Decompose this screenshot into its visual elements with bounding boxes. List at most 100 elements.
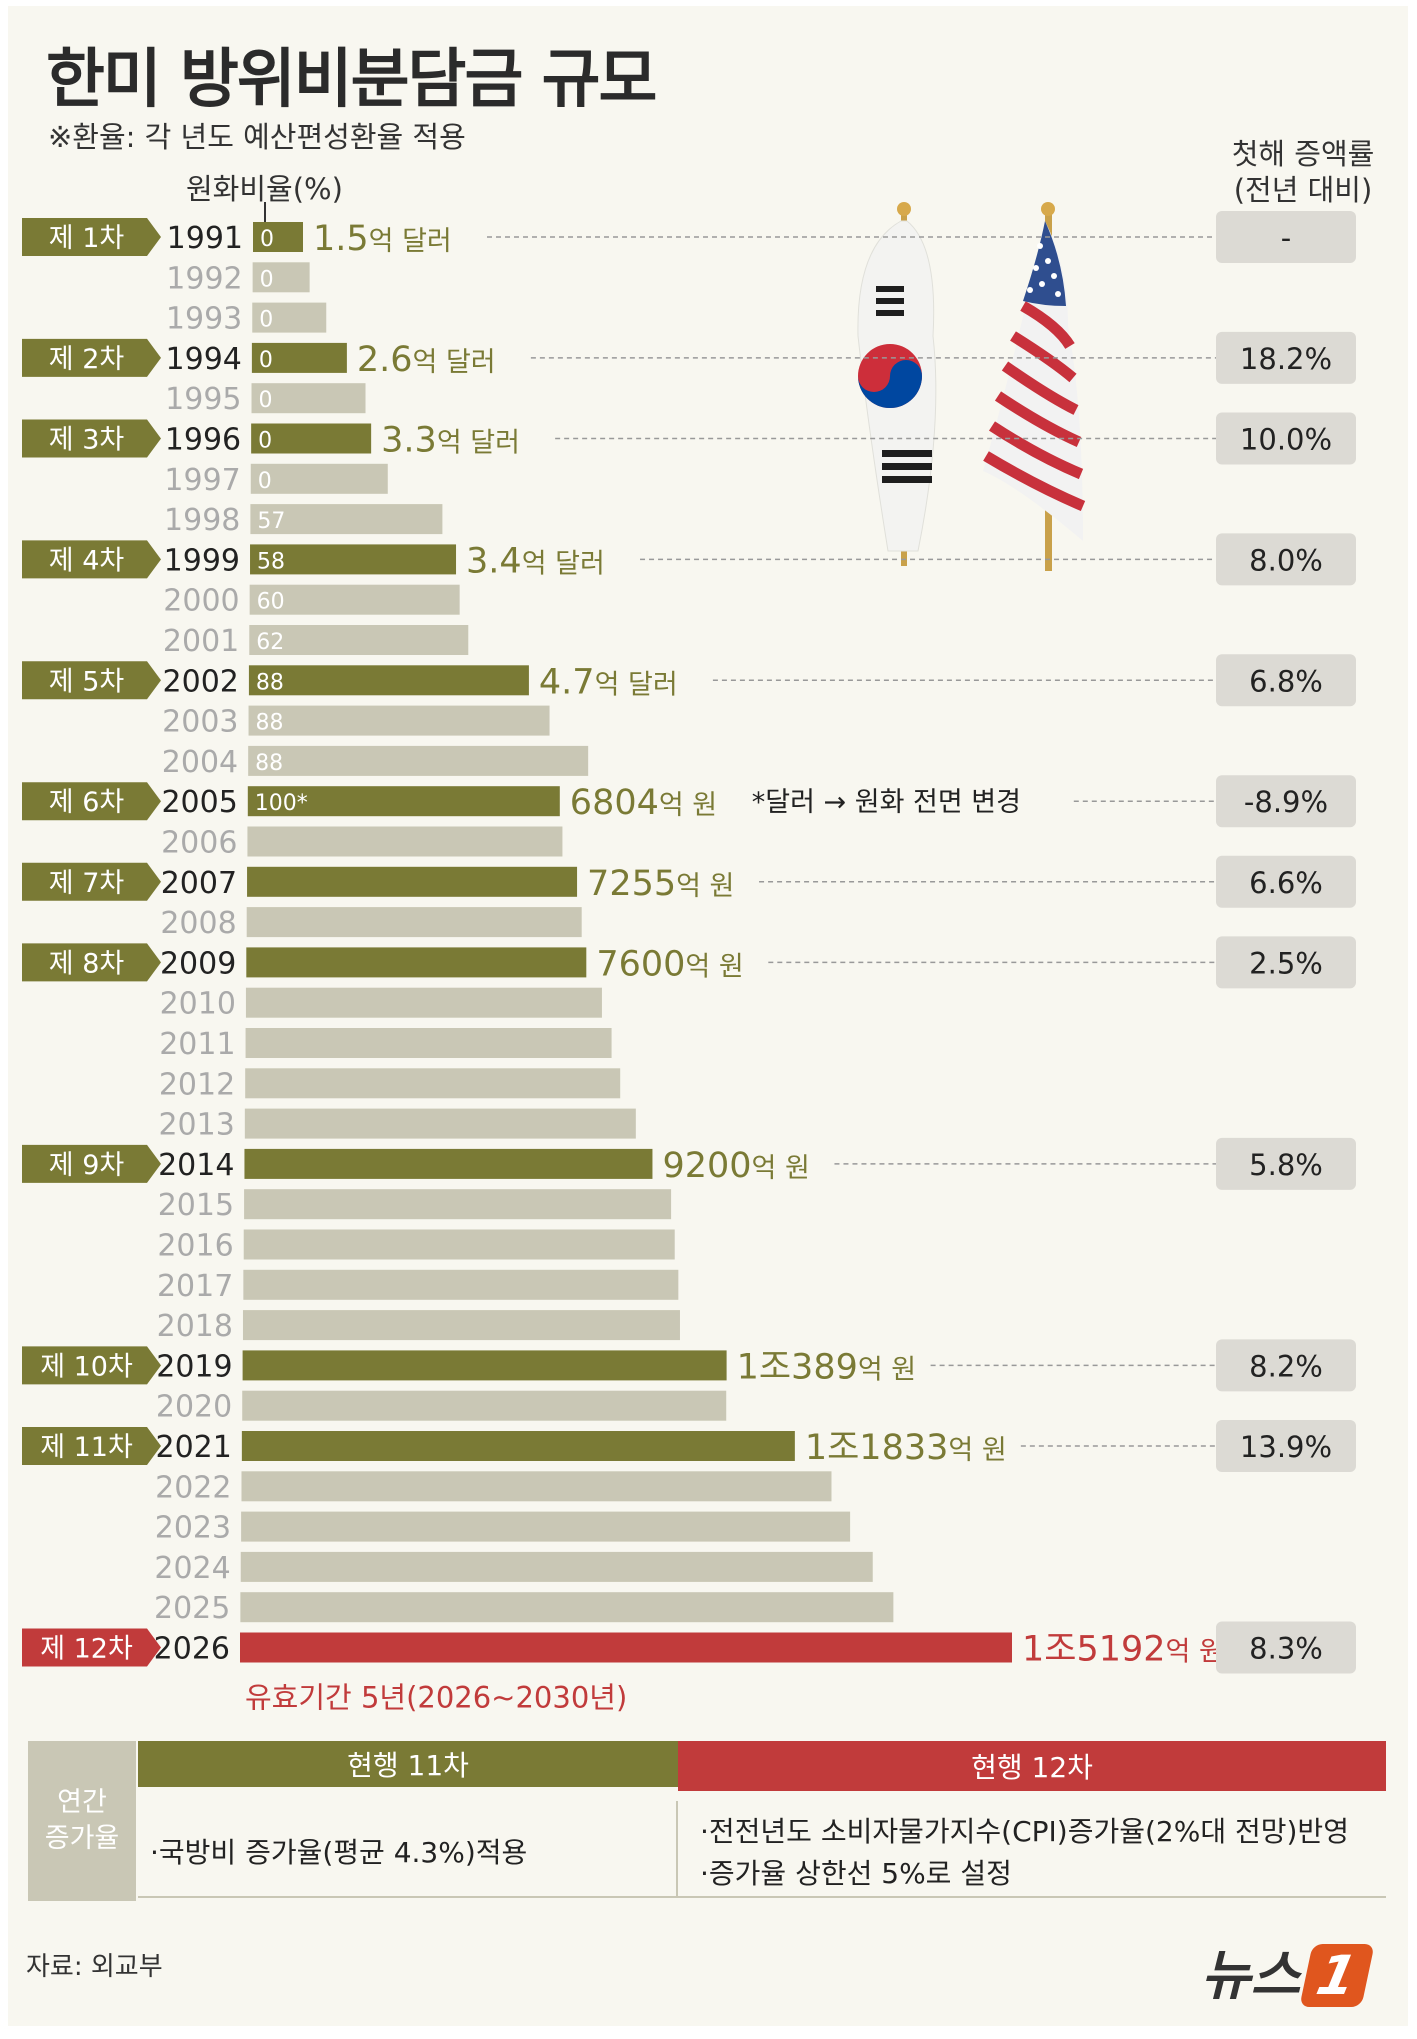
year-label-2024: 2024 (154, 1551, 230, 1586)
year-label-2023: 2023 (155, 1511, 231, 1546)
amount-label-1996: 3.3억 달러 (381, 421, 520, 461)
agreement-badge-2009 (22, 943, 161, 982)
amount-unit-1991: 억 달러 (369, 226, 452, 257)
amount-value-2019: 1조389 (737, 1347, 858, 1387)
year-label-2017: 2017 (157, 1269, 233, 1304)
bar-2007 (247, 866, 578, 897)
amount-unit-2026: 억 원 (1166, 1637, 1224, 1668)
won-ratio-1992: 0 (260, 267, 274, 292)
year-label-2000: 2000 (163, 584, 239, 619)
increase-box-2007 (1216, 855, 1356, 908)
flags-illustration (857, 202, 1086, 571)
bar-2001 (249, 625, 469, 655)
year-label-2020: 2020 (156, 1390, 232, 1425)
amount-label-2007: 7255억 원 (587, 864, 734, 904)
agreement-label-2021: 제 11차 (40, 1432, 133, 1463)
bar-2009 (246, 947, 587, 978)
bar-1999 (250, 544, 457, 575)
increase-header-line2: (전년 대비) (1233, 173, 1373, 207)
bar-2010 (245, 987, 602, 1018)
year-label-2019: 2019 (156, 1349, 232, 1384)
won-ratio-1999: 58 (257, 549, 285, 574)
stars-icon (1027, 243, 1061, 297)
amount-unit-2002: 억 달러 (595, 669, 678, 700)
won-ratio-1995: 0 (259, 388, 273, 413)
won-ratio-2004: 88 (255, 751, 283, 776)
taegeuk-blue-icon (858, 360, 922, 408)
bar-1993 (252, 302, 327, 333)
increase-box-1996 (1216, 412, 1356, 465)
bar-2018 (242, 1310, 680, 1341)
amount-label-1999: 3.4억 달러 (466, 541, 605, 581)
agreement-badge-2019 (22, 1346, 161, 1385)
won-ratio-2003: 88 (256, 711, 284, 736)
agreement-badge-1996 (22, 419, 161, 458)
won-ratio-2002: 88 (256, 670, 284, 695)
year-label-2022: 2022 (155, 1470, 231, 1505)
bar-1991 (253, 222, 303, 252)
amount-value-2007: 7255 (587, 864, 676, 904)
agreement-label-2026: 제 12차 (40, 1634, 133, 1665)
year-label-2007: 2007 (161, 866, 237, 901)
agreement-label-1999: 제 4차 (49, 545, 125, 576)
bar-1992 (252, 262, 310, 293)
rule-12th-cap: ·증가율 상한선 5%로 설정 (700, 1857, 1012, 1890)
annual-increase-table: 연간 증가율 현행 11차 현행 12차 ·국방비 증가율(평균 4.3%)적용 … (28, 1741, 1386, 1901)
agreement-label-2005: 제 6차 (49, 787, 125, 818)
increase-value-2014: 5.8% (1249, 1148, 1323, 1182)
year-label-2014: 2014 (158, 1148, 234, 1183)
year-label-2003: 2003 (162, 705, 238, 740)
won-ratio-1993: 0 (259, 308, 273, 333)
amount-unit-1996: 억 달러 (437, 428, 520, 459)
won-ratio-1991: 0 (260, 227, 274, 252)
increase-value-2007: 6.6% (1249, 866, 1323, 900)
bar-1998 (250, 504, 443, 535)
amount-unit-2005: 억 원 (659, 790, 717, 821)
year-label-2006: 2006 (161, 826, 237, 861)
year-label-2012: 2012 (159, 1067, 235, 1102)
year-label-2009: 2009 (160, 946, 236, 981)
amount-unit-2019: 억 원 (858, 1354, 916, 1385)
won-ratio-1994: 0 (259, 348, 273, 373)
year-label-2008: 2008 (160, 906, 236, 941)
increase-header: 첫해 증액률 (전년 대비) (1218, 136, 1388, 208)
bar-2019 (242, 1350, 727, 1381)
bar-1994 (251, 342, 347, 373)
increase-box-2019 (1216, 1339, 1356, 1392)
increase-value-2019: 8.2% (1249, 1349, 1323, 1383)
year-label-2016: 2016 (157, 1229, 233, 1264)
amount-value-1996: 3.3 (381, 421, 437, 461)
column-header-11th: 현행 11차 (138, 1741, 678, 1787)
agreement-label-2009: 제 8차 (49, 948, 125, 979)
amount-label-2021: 1조1833억 원 (805, 1428, 1007, 1468)
table-label-line2: 증가율 (44, 1823, 120, 1854)
bar-2008 (246, 907, 582, 938)
increase-value-2005: -8.9% (1244, 785, 1328, 819)
bar-2023 (241, 1511, 851, 1542)
bar-2017 (243, 1269, 679, 1300)
us-flag-cloth (983, 221, 1086, 541)
amount-value-2009: 7600 (596, 944, 685, 984)
increase-value-2021: 13.9% (1240, 1430, 1332, 1464)
amount-label-2009: 7600억 원 (596, 944, 743, 984)
amount-unit-1994: 억 달러 (413, 347, 496, 378)
increase-box-2002 (1216, 654, 1356, 707)
amount-value-1994: 2.6 (357, 340, 413, 380)
agreement-badge-2026 (22, 1628, 161, 1667)
table-label-line1: 연간 (57, 1787, 107, 1818)
amount-label-2019: 1조389억 원 (737, 1347, 917, 1387)
amount-value-1999: 3.4 (466, 541, 522, 581)
amount-label-1994: 2.6억 달러 (357, 340, 496, 380)
increase-value-1999: 8.0% (1249, 543, 1323, 577)
year-label-2002: 2002 (163, 664, 239, 699)
korea-pole-top (897, 202, 911, 216)
increase-box-1991 (1216, 211, 1356, 263)
increase-box-2009 (1216, 936, 1356, 989)
year-label-2015: 2015 (158, 1188, 234, 1223)
bar-1995 (251, 383, 366, 414)
bar-2024 (240, 1551, 873, 1582)
amount-label-2002: 4.7억 달러 (539, 662, 678, 702)
amount-value-2014: 9200 (662, 1146, 751, 1186)
year-label-1999: 1999 (164, 543, 240, 578)
